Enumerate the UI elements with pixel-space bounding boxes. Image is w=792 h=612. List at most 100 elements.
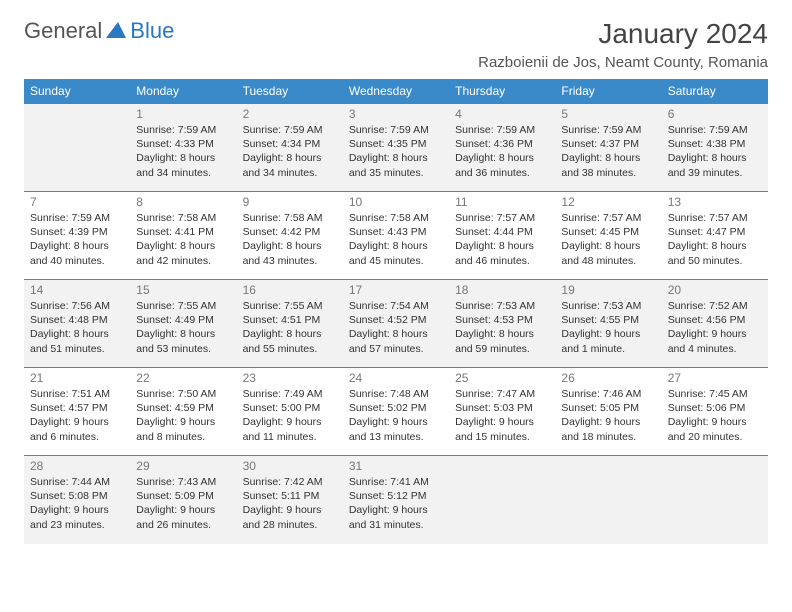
day-info: Sunrise: 7:55 AMSunset: 4:49 PMDaylight:…: [136, 299, 230, 356]
calendar-day-cell: 16Sunrise: 7:55 AMSunset: 4:51 PMDayligh…: [237, 280, 343, 368]
daylight-label: Daylight:: [136, 240, 177, 252]
day-info: Sunrise: 7:45 AMSunset: 5:06 PMDaylight:…: [668, 387, 762, 444]
sunset-value: 4:52 PM: [387, 314, 426, 326]
sunset-label: Sunset:: [349, 314, 385, 326]
day-info: Sunrise: 7:59 AMSunset: 4:36 PMDaylight:…: [455, 123, 549, 180]
day-number: 25: [455, 371, 549, 385]
calendar-day-cell: 14Sunrise: 7:56 AMSunset: 4:48 PMDayligh…: [24, 280, 130, 368]
day-number: 18: [455, 283, 549, 297]
sunset-value: 4:36 PM: [494, 138, 533, 150]
day-info: Sunrise: 7:57 AMSunset: 4:45 PMDaylight:…: [561, 211, 655, 268]
sunrise-value: 7:50 AM: [178, 388, 217, 400]
sunrise-label: Sunrise:: [668, 124, 707, 136]
sunrise-label: Sunrise:: [349, 212, 388, 224]
calendar-day-cell: 4Sunrise: 7:59 AMSunset: 4:36 PMDaylight…: [449, 104, 555, 192]
sunrise-label: Sunrise:: [349, 388, 388, 400]
calendar-week-row: 1 Sunrise: 7:59 AMSunset: 4:33 PMDaylight…: [24, 104, 768, 192]
calendar-day-cell: 19Sunrise: 7:53 AMSunset: 4:55 PMDayligh…: [555, 280, 661, 368]
day-info: Sunrise: 7:59 AMSunset: 4:35 PMDaylight:…: [349, 123, 443, 180]
sunrise-label: Sunrise:: [668, 212, 707, 224]
daylight-label: Daylight:: [349, 416, 390, 428]
day-number: 1: [136, 107, 230, 121]
day-info: Sunrise: 7:57 AMSunset: 4:47 PMDaylight:…: [668, 211, 762, 268]
daylight-label: Daylight:: [243, 504, 284, 516]
calendar-day-cell: 24Sunrise: 7:48 AMSunset: 5:02 PMDayligh…: [343, 368, 449, 456]
title-block: January 2024 Razboienii de Jos, Neamt Co…: [478, 18, 768, 71]
sunset-value: 4:48 PM: [69, 314, 108, 326]
sunset-label: Sunset:: [136, 226, 172, 238]
sunset-label: Sunset:: [243, 226, 279, 238]
sunrise-label: Sunrise:: [561, 300, 600, 312]
sunset-value: 4:53 PM: [494, 314, 533, 326]
day-number: 23: [243, 371, 337, 385]
sunrise-value: 7:59 AM: [71, 212, 110, 224]
calendar-day-cell: 23 Sunrise: 7:49 AMSunset: 5:00 PMDayligh…: [237, 368, 343, 456]
day-info: Sunrise: 7:53 AMSunset: 4:53 PMDaylight:…: [455, 299, 549, 356]
brand-logo: General Blue: [24, 18, 174, 44]
day-number: 2: [243, 107, 337, 121]
sunrise-value: 7:59 AM: [284, 124, 323, 136]
brand-part2: Blue: [130, 18, 174, 44]
sunrise-label: Sunrise:: [455, 300, 494, 312]
day-number: 5: [561, 107, 655, 121]
sunrise-label: Sunrise:: [243, 388, 282, 400]
sunset-label: Sunset:: [243, 402, 279, 414]
day-info: Sunrise: 7:59 AMSunset: 4:39 PMDaylight:…: [30, 211, 124, 268]
calendar-day-cell: 5Sunrise: 7:59 AMSunset: 4:37 PMDaylight…: [555, 104, 661, 192]
day-info: Sunrise: 7:58 AMSunset: 4:41 PMDaylight:…: [136, 211, 230, 268]
day-info: Sunrise: 7:58 AMSunset: 4:42 PMDaylight:…: [243, 211, 337, 268]
sunrise-label: Sunrise:: [243, 124, 282, 136]
sunset-label: Sunset:: [30, 402, 66, 414]
day-info: Sunrise: 7:59 AMSunset: 4:33 PMDaylight:…: [136, 123, 230, 180]
sunrise-label: Sunrise:: [136, 388, 175, 400]
sunrise-value: 7:59 AM: [390, 124, 429, 136]
daylight-label: Daylight:: [561, 328, 602, 340]
sunrise-label: Sunrise:: [136, 300, 175, 312]
calendar-week-row: 7Sunrise: 7:59 AMSunset: 4:39 PMDaylight…: [24, 192, 768, 280]
sunrise-value: 7:58 AM: [390, 212, 429, 224]
sunrise-label: Sunrise:: [136, 212, 175, 224]
day-info: Sunrise: 7:59 AMSunset: 4:38 PMDaylight:…: [668, 123, 762, 180]
sunset-label: Sunset:: [349, 490, 385, 502]
daylight-label: Daylight:: [136, 416, 177, 428]
sunrise-value: 7:42 AM: [284, 476, 323, 488]
daylight-label: Daylight:: [243, 240, 284, 252]
sunrise-value: 7:48 AM: [390, 388, 429, 400]
day-header: Wednesday: [343, 79, 449, 104]
day-number: 20: [668, 283, 762, 297]
daylight-label: Daylight:: [243, 328, 284, 340]
day-number: 14: [30, 283, 124, 297]
sunrise-label: Sunrise:: [455, 388, 494, 400]
calendar-day-cell: 18 Sunrise: 7:53 AMSunset: 4:53 PMDayligh…: [449, 280, 555, 368]
sunset-value: 5:08 PM: [69, 490, 108, 502]
day-header: Monday: [130, 79, 236, 104]
sunrise-label: Sunrise:: [30, 476, 69, 488]
sunset-value: 4:59 PM: [175, 402, 214, 414]
day-info: Sunrise: 7:49 AMSunset: 5:00 PMDaylight:…: [243, 387, 337, 444]
day-number: 9: [243, 195, 337, 209]
calendar-day-cell: 13Sunrise: 7:57 AMSunset: 4:47 PMDayligh…: [662, 192, 768, 280]
calendar-day-cell: 3Sunrise: 7:59 AMSunset: 4:35 PMDaylight…: [343, 104, 449, 192]
sunrise-value: 7:57 AM: [603, 212, 642, 224]
sunset-label: Sunset:: [349, 402, 385, 414]
calendar-day-cell: 15Sunrise: 7:55 AMSunset: 4:49 PMDayligh…: [130, 280, 236, 368]
sunrise-value: 7:53 AM: [603, 300, 642, 312]
sunset-value: 4:35 PM: [387, 138, 426, 150]
day-info: Sunrise: 7:48 AMSunset: 5:02 PMDaylight:…: [349, 387, 443, 444]
daylight-label: Daylight:: [243, 152, 284, 164]
calendar-week-row: 28Sunrise: 7:44 AMSunset: 5:08 PMDayligh…: [24, 456, 768, 544]
day-number: 11: [455, 195, 549, 209]
day-number: 24: [349, 371, 443, 385]
sunrise-value: 7:53 AM: [497, 300, 536, 312]
sunset-label: Sunset:: [561, 402, 597, 414]
sunset-value: 5:09 PM: [175, 490, 214, 502]
day-number: 8: [136, 195, 230, 209]
day-number: 29: [136, 459, 230, 473]
brand-triangle-icon: [106, 18, 126, 44]
daylight-label: Daylight:: [30, 240, 71, 252]
calendar-day-cell: 7Sunrise: 7:59 AMSunset: 4:39 PMDaylight…: [24, 192, 130, 280]
calendar-day-cell: 25Sunrise: 7:47 AMSunset: 5:03 PMDayligh…: [449, 368, 555, 456]
sunset-label: Sunset:: [136, 490, 172, 502]
day-info: Sunrise: 7:52 AMSunset: 4:56 PMDaylight:…: [668, 299, 762, 356]
location-subtitle: Razboienii de Jos, Neamt County, Romania: [478, 54, 768, 71]
